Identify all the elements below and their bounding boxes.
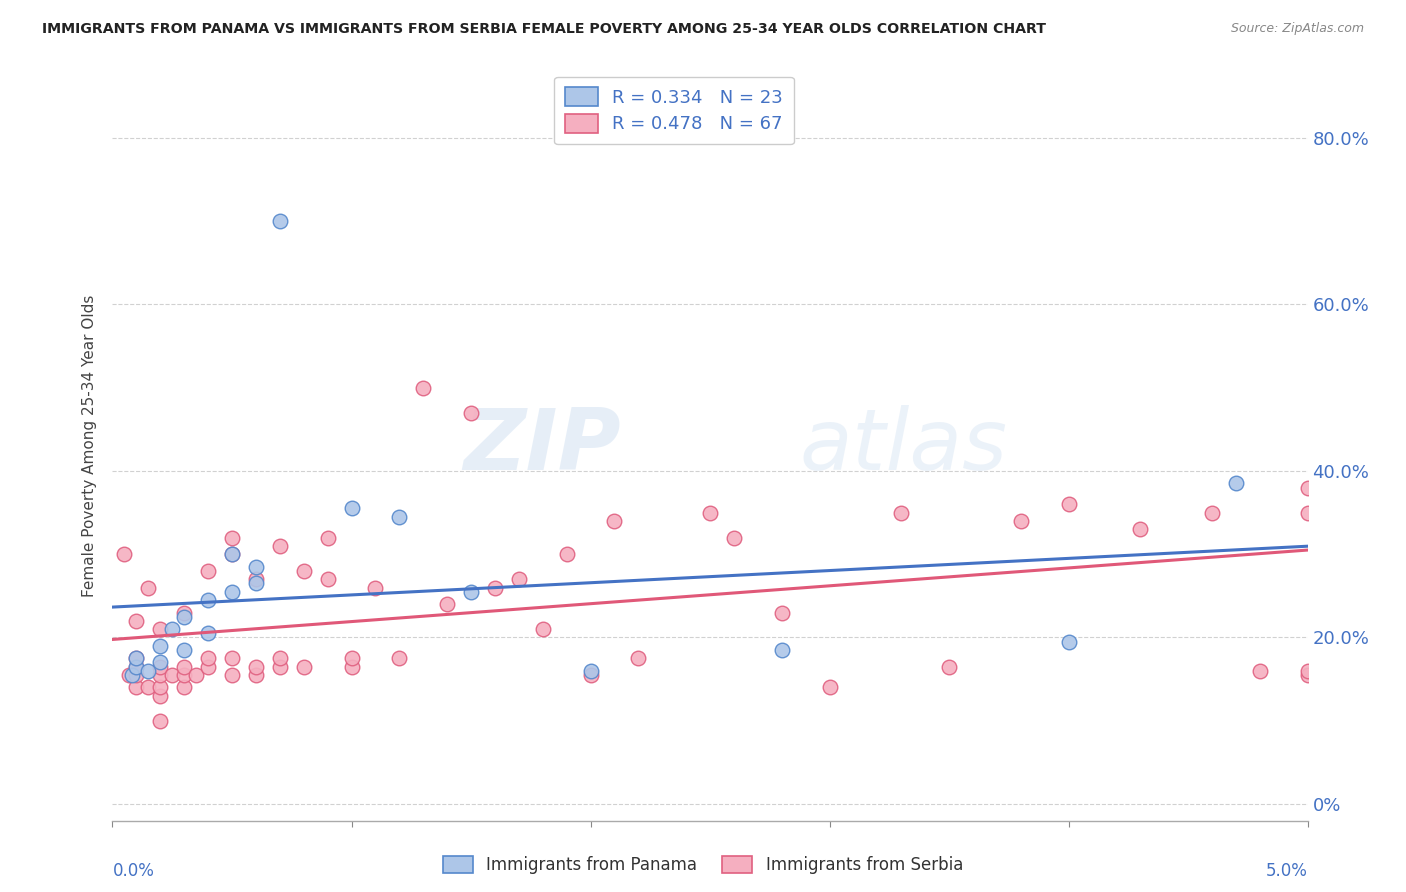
Point <box>162 622 183 636</box>
Point <box>138 664 160 678</box>
Point <box>125 651 148 665</box>
Point <box>1225 476 1247 491</box>
Point <box>125 668 148 682</box>
Point <box>890 506 912 520</box>
Point <box>340 501 363 516</box>
Point <box>1296 506 1319 520</box>
Point <box>221 668 243 682</box>
Point <box>149 714 172 728</box>
Point <box>149 622 172 636</box>
Point <box>245 668 267 682</box>
Point <box>388 651 411 665</box>
Point <box>1057 497 1080 511</box>
Point <box>173 659 195 673</box>
Point <box>412 381 434 395</box>
Point <box>197 564 219 578</box>
Point <box>149 689 172 703</box>
Point <box>699 506 721 520</box>
Point <box>186 668 208 682</box>
Point <box>770 643 793 657</box>
Legend: Immigrants from Panama, Immigrants from Serbia: Immigrants from Panama, Immigrants from … <box>436 849 970 881</box>
Point <box>162 668 183 682</box>
Point <box>1296 481 1319 495</box>
Text: Source: ZipAtlas.com: Source: ZipAtlas.com <box>1230 22 1364 36</box>
Point <box>1201 506 1223 520</box>
Point <box>221 584 243 599</box>
Point <box>484 581 506 595</box>
Point <box>1057 634 1080 648</box>
Point <box>221 531 243 545</box>
Y-axis label: Female Poverty Among 25-34 Year Olds: Female Poverty Among 25-34 Year Olds <box>82 295 97 597</box>
Point <box>531 622 554 636</box>
Point <box>149 681 172 695</box>
Point <box>603 514 626 528</box>
Point <box>340 651 363 665</box>
Point <box>555 547 578 561</box>
Point <box>173 643 195 657</box>
Point <box>269 659 291 673</box>
Point <box>125 659 148 673</box>
Point <box>149 659 172 673</box>
Point <box>292 659 315 673</box>
Point <box>173 668 195 682</box>
Point <box>125 659 148 673</box>
Point <box>138 681 160 695</box>
Point <box>269 539 291 553</box>
Text: IMMIGRANTS FROM PANAMA VS IMMIGRANTS FROM SERBIA FEMALE POVERTY AMONG 25-34 YEAR: IMMIGRANTS FROM PANAMA VS IMMIGRANTS FRO… <box>42 22 1046 37</box>
Point <box>340 659 363 673</box>
Point <box>1296 668 1319 682</box>
Point <box>173 609 195 624</box>
Point <box>125 651 148 665</box>
Point <box>173 606 195 620</box>
Point <box>149 639 172 653</box>
Text: 0.0%: 0.0% <box>112 862 155 880</box>
Text: atlas: atlas <box>800 404 1008 488</box>
Point <box>579 668 602 682</box>
Point <box>245 659 267 673</box>
Point <box>245 559 267 574</box>
Point <box>245 572 267 586</box>
Point <box>221 547 243 561</box>
Point <box>770 606 793 620</box>
Point <box>173 681 195 695</box>
Point <box>118 668 141 682</box>
Point <box>138 581 160 595</box>
Point <box>114 547 135 561</box>
Point <box>388 509 411 524</box>
Point <box>197 659 219 673</box>
Point <box>1010 514 1032 528</box>
Point <box>723 531 745 545</box>
Point <box>1249 664 1271 678</box>
Point <box>292 564 315 578</box>
Point <box>269 214 291 228</box>
Point <box>125 614 148 628</box>
Point <box>197 651 219 665</box>
Legend: R = 0.334   N = 23, R = 0.478   N = 67: R = 0.334 N = 23, R = 0.478 N = 67 <box>554 77 794 145</box>
Point <box>221 651 243 665</box>
Point <box>436 597 458 611</box>
Point <box>938 659 960 673</box>
Point <box>197 626 219 640</box>
Point <box>818 681 841 695</box>
Point <box>316 531 339 545</box>
Point <box>627 651 650 665</box>
Point <box>149 668 172 682</box>
Text: 5.0%: 5.0% <box>1265 862 1308 880</box>
Point <box>1129 522 1152 536</box>
Text: ZIP: ZIP <box>463 404 620 488</box>
Point <box>269 651 291 665</box>
Point <box>364 581 387 595</box>
Point <box>197 593 219 607</box>
Point <box>125 681 148 695</box>
Point <box>149 656 172 670</box>
Point <box>460 406 482 420</box>
Point <box>508 572 530 586</box>
Point <box>121 668 143 682</box>
Point <box>221 547 243 561</box>
Point <box>1296 664 1319 678</box>
Point <box>245 576 267 591</box>
Point <box>316 572 339 586</box>
Point <box>460 584 482 599</box>
Point <box>579 664 602 678</box>
